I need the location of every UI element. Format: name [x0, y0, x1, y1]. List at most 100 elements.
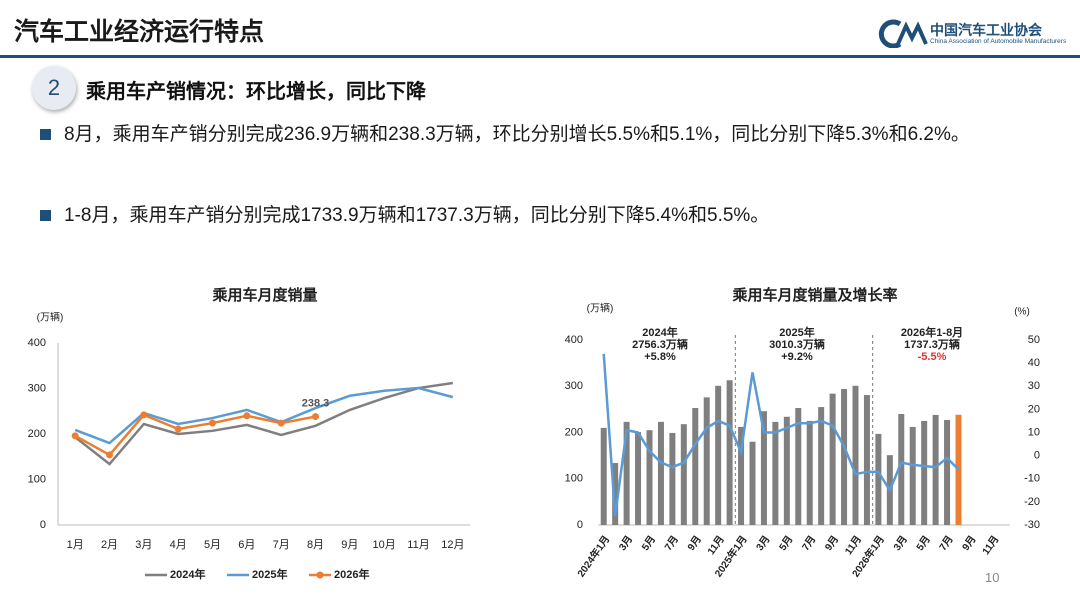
x-tick-label: 7月 — [273, 539, 290, 551]
y2-tick-label: 40 — [1028, 357, 1040, 369]
bar — [955, 414, 962, 525]
line — [74, 413, 316, 457]
x-tick-label: 4月 — [170, 539, 187, 551]
x-tick-label: 1月 — [67, 539, 84, 551]
y2-tick-label: 50 — [1028, 334, 1040, 346]
x-tick-label: 3月 — [891, 533, 910, 553]
bar — [692, 407, 699, 525]
bar — [852, 385, 859, 525]
annotation: 3010.3万辆 — [769, 337, 825, 351]
section-heading: 乘用车产销情况：环比增长，同比下降 — [86, 81, 426, 103]
x-tick-label: 5月 — [204, 539, 221, 551]
bar — [623, 421, 630, 525]
y-tick-label: 200 — [28, 428, 46, 440]
bar — [932, 414, 939, 525]
y2-tick-label: -10 — [1024, 473, 1040, 485]
bar — [715, 385, 722, 525]
annotation: 2756.3万辆 — [632, 337, 688, 351]
annotation: 2026年1-8月 — [901, 325, 963, 339]
point — [209, 419, 216, 427]
x-tick-label: 9月 — [960, 533, 979, 553]
annotation: 2024年 — [642, 325, 677, 339]
x-tick-label: 11月 — [842, 533, 864, 557]
page-number: 10 — [985, 570, 1000, 585]
y2-tick-label: -30 — [1024, 519, 1040, 531]
bar — [612, 463, 619, 525]
point — [71, 432, 79, 440]
x-tick-label: 5月 — [639, 533, 658, 553]
y-tick-label: 400 — [565, 334, 583, 346]
slide-title: 汽车工业经济运行特点 — [14, 18, 265, 46]
x-tick-label: 9月 — [341, 539, 358, 551]
point — [106, 451, 113, 459]
y-tick-label: 400 — [28, 337, 46, 349]
x-tick-label: 8月 — [307, 539, 324, 551]
y-tick-label: 100 — [28, 473, 46, 485]
org-name-en: China Association of Automobile Manufact… — [930, 38, 1067, 45]
x-tick-label: 7月 — [662, 533, 681, 553]
bar — [738, 426, 745, 525]
point — [312, 413, 319, 421]
x-tick-label: 9月 — [822, 533, 841, 553]
bar — [875, 433, 882, 525]
bar — [646, 430, 653, 525]
point — [243, 412, 251, 420]
bar — [806, 420, 813, 525]
bar — [600, 427, 607, 525]
y-tick-label: 300 — [565, 380, 583, 392]
x-tick-label: 7月 — [800, 533, 819, 553]
line — [602, 353, 960, 516]
y2-tick-label: -20 — [1024, 496, 1040, 508]
bar — [726, 380, 733, 525]
x-tick-label: 2024年1月 — [574, 533, 612, 580]
point — [277, 419, 285, 427]
chart-title: 乘用车月度销量及增长率 — [731, 286, 897, 304]
y2-tick-label: 20 — [1028, 403, 1040, 415]
legend-label: 2025年 — [252, 567, 287, 581]
bar — [818, 407, 825, 525]
bar — [841, 389, 848, 525]
bar — [749, 441, 756, 525]
legend-marker — [316, 571, 324, 579]
bar — [669, 432, 676, 525]
annotation: 2025年 — [779, 325, 814, 339]
bar — [944, 420, 951, 525]
x-tick-label: 7月 — [937, 533, 956, 553]
bar — [760, 411, 767, 525]
y-tick-label: 100 — [565, 473, 583, 485]
chart-title: 乘用车月度销量 — [211, 286, 317, 304]
annotation: 1737.3万辆 — [904, 337, 960, 351]
bar — [863, 395, 870, 525]
header-rule — [0, 55, 1080, 58]
annotation: +9.2% — [781, 351, 813, 363]
y-axis-label: (万辆) — [37, 311, 64, 324]
x-tick-label: 2月 — [101, 539, 118, 551]
x-tick-label: 5月 — [777, 533, 796, 553]
bar — [829, 393, 836, 525]
bullet: 8月，乘用车产销分别完成236.9万辆和238.3万辆，环比分别增长5.5%和5… — [40, 120, 1074, 150]
bullet: 1-8月，乘用车产销分别完成1733.9万辆和1737.3万辆，同比分别下降5.… — [40, 201, 1074, 231]
x-tick-label: 9月 — [685, 533, 704, 553]
section-number: 2 — [32, 66, 76, 110]
y-tick-label: 0 — [577, 519, 583, 531]
org-name: 中国汽车工业协会 — [930, 22, 1042, 38]
bar — [703, 397, 710, 525]
x-tick-label: 3月 — [135, 539, 152, 551]
point — [140, 411, 148, 419]
x-tick-label: 11月 — [407, 539, 429, 551]
x-tick-label: 3月 — [616, 533, 635, 553]
bar — [635, 432, 642, 525]
data-label: 238.3 — [302, 397, 330, 409]
annotation: -5.5% — [918, 351, 947, 363]
point — [174, 425, 182, 433]
y2-tick-label: 0 — [1034, 450, 1040, 462]
x-tick-label: 6月 — [238, 539, 255, 551]
annotation: +5.8% — [644, 351, 676, 363]
x-tick-label: 10月 — [373, 539, 396, 551]
y-tick-label: 200 — [565, 426, 583, 438]
bar — [921, 420, 928, 525]
x-tick-label: 11月 — [980, 533, 1002, 557]
y-tick-label: 300 — [28, 382, 46, 394]
